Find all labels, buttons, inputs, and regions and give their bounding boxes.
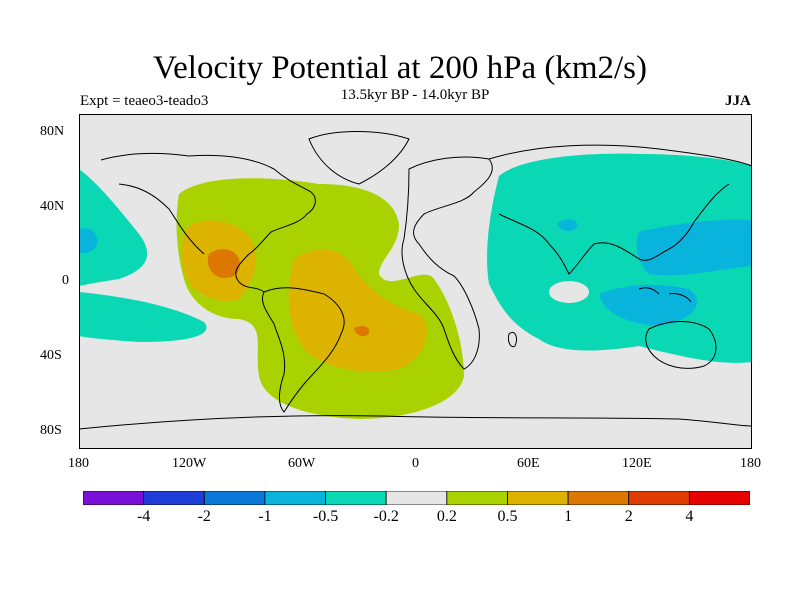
colorbar-swatch [325,491,387,505]
map-subtitle: 13.5kyr BP - 14.0kyr BP [340,87,490,103]
colorbar [83,491,750,505]
colorbar-label: 2 [624,508,633,525]
colorbar-swatch [143,491,205,505]
positive-strong-south-atlantic [354,325,370,337]
lat-tick-40n: 40N [40,199,65,214]
negative-anomaly-west [79,169,148,286]
experiment-label: Expt = teaeo3-teado3 [80,93,209,109]
colorbar-label: 1 [564,508,573,525]
negative-mid-indonesia [599,284,698,326]
lon-tick-180w: 180 [68,456,89,471]
lat-tick-40s: 40S [40,348,62,363]
lon-tick-60e: 60E [517,456,540,471]
colorbar-swatch [203,491,266,505]
lon-tick-120w: 120W [172,456,207,471]
lat-tick-80s: 80S [40,423,62,438]
colorbar-swatch [567,491,630,505]
lon-tick-60w: 60W [288,456,316,471]
colorbar-swatch [628,491,690,505]
map-border [79,114,752,449]
negative-mid-dateline [79,228,98,254]
lon-tick-0: 0 [412,456,419,471]
coastlines [79,131,752,430]
colorbar-label: 4 [685,508,694,525]
colorbar-swatch [688,491,750,505]
colorbar-label: -1 [258,508,272,525]
colorbar-label: -0.2 [373,508,399,525]
positive-mid-south-atlantic [288,249,427,372]
colorbar-swatch [83,491,145,505]
negative-mid-arabia [557,219,578,232]
season-label: JJA [725,93,751,109]
colorbar-swatch [446,491,508,505]
positive-strong-central-america [207,249,240,279]
map-title: Velocity Potential at 200 hPa (km2/s) [152,50,648,86]
lon-tick-120e: 120E [622,456,652,471]
colorbar-label: 0.2 [436,508,457,525]
colorbar-swatch [385,491,448,505]
colorbar-label: -4 [136,508,151,525]
colorbar-swatch [507,491,569,505]
colorbar-label: -0.5 [312,508,339,525]
colorbar-swatch [264,491,326,505]
colorbar-label: 0.5 [497,508,518,525]
lon-tick-180e: 180 [740,456,761,471]
velocity-potential-map [79,114,752,449]
lat-tick-80n: 80N [40,124,65,139]
colorbar-label: -2 [197,508,211,525]
lat-tick-0: 0 [62,273,69,288]
negative-mid-pacific [636,219,752,276]
negative-anomaly-southwest [79,292,207,342]
neutral-hole [549,281,589,303]
